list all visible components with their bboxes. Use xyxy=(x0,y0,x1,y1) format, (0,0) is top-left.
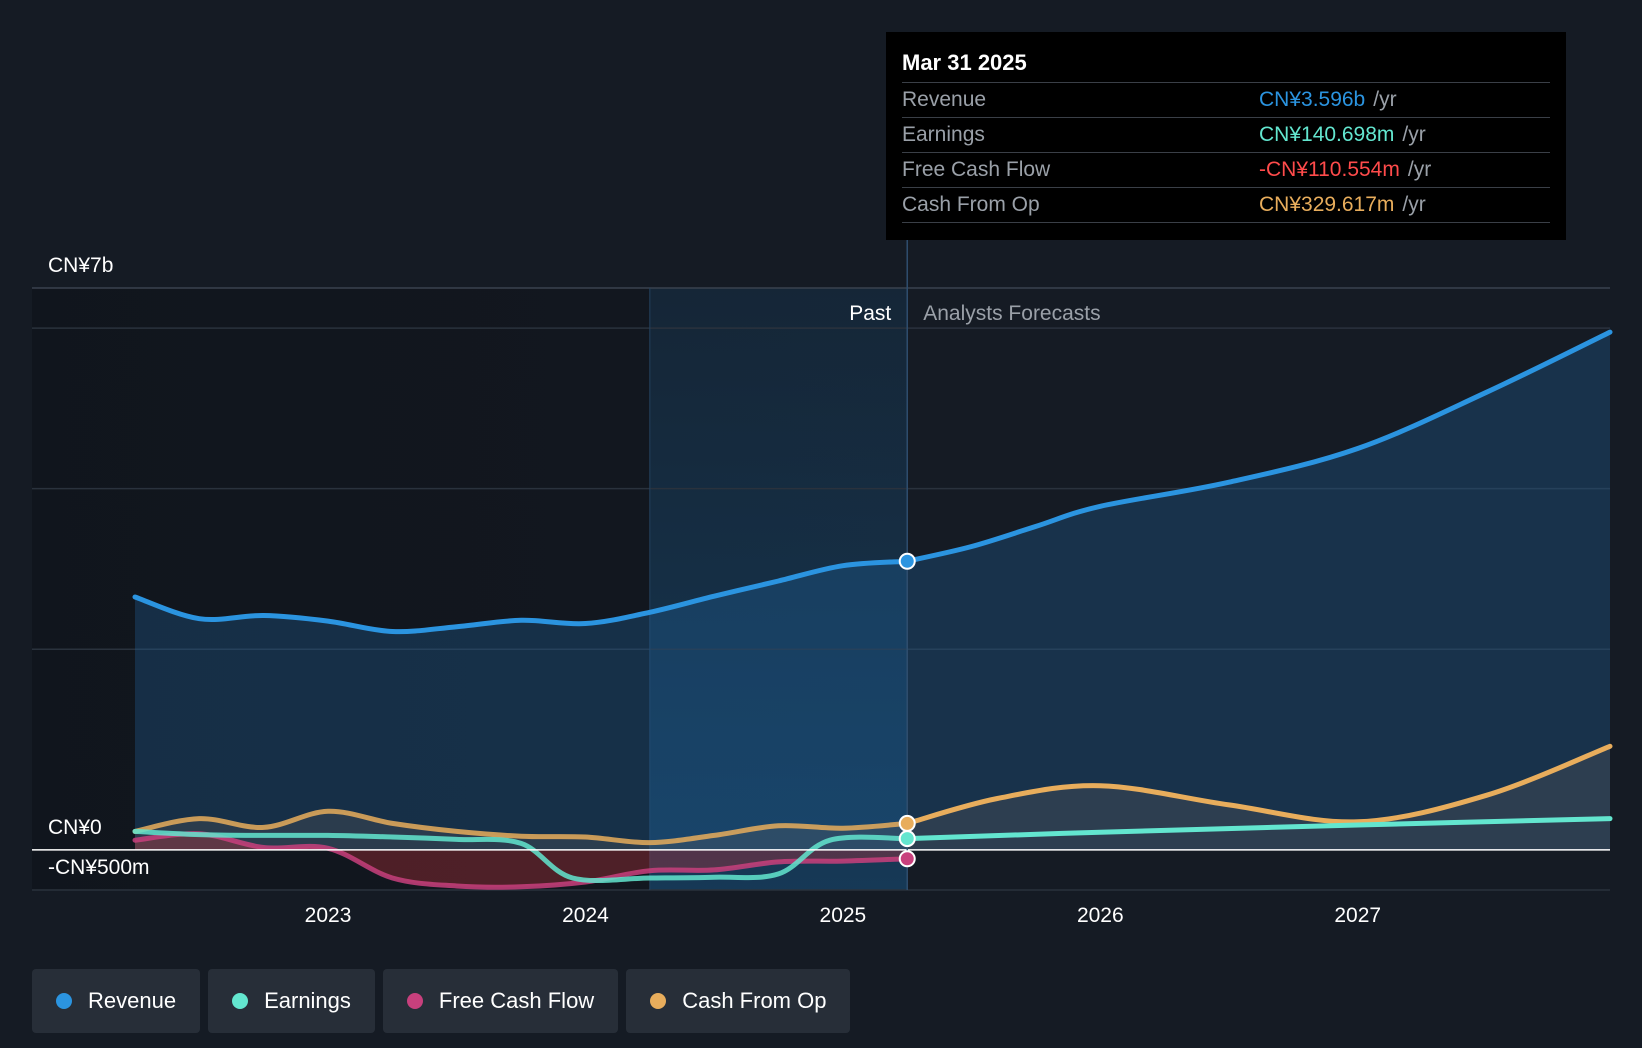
x-tick-label: 2023 xyxy=(305,904,352,927)
tooltip-unit: /yr xyxy=(1402,193,1426,216)
earnings-line-forecast xyxy=(904,816,1613,842)
revenue-marker xyxy=(898,552,916,570)
free-cash-flow-line-past xyxy=(132,831,910,890)
cash-from-op-dot-icon xyxy=(650,993,667,1009)
past-label: Past xyxy=(849,302,891,325)
cash-from-op-marker xyxy=(898,814,916,832)
tooltip-unit: /yr xyxy=(1373,88,1397,111)
earnings-marker xyxy=(898,830,916,848)
legend-label: Revenue xyxy=(88,988,177,1013)
tooltip-value-free-cash-flow: -CN¥110.554m xyxy=(1259,158,1400,181)
legend: Revenue Earnings Free Cash Flow Cash Fro… xyxy=(32,969,851,1033)
legend-label: Free Cash Flow xyxy=(438,988,595,1013)
legend-item-earnings[interactable]: Earnings xyxy=(208,969,375,1033)
revenue-area xyxy=(135,332,1610,850)
x-tick-label: 2024 xyxy=(562,904,609,927)
tooltip-row-free-cash-flow: Free Cash Flow -CN¥110.554m /yr xyxy=(902,152,1550,187)
cash-from-op-line-forecast xyxy=(904,743,1613,826)
y-label-top: CN¥7b xyxy=(48,254,113,277)
legend-label: Earnings xyxy=(264,988,351,1013)
tooltip-value-revenue: CN¥3.596b xyxy=(1259,88,1366,111)
tooltip-row-revenue: Revenue CN¥3.596b /yr xyxy=(902,82,1550,117)
tooltip-row-earnings: Earnings CN¥140.698m /yr xyxy=(902,117,1550,152)
tooltip-label: Cash From Op xyxy=(902,193,1040,216)
tooltip-unit: /yr xyxy=(1402,123,1426,146)
legend-item-revenue[interactable]: Revenue xyxy=(32,969,201,1033)
tooltip: Mar 31 2025 Revenue CN¥3.596b /yr Earnin… xyxy=(886,32,1566,240)
current-value-markers xyxy=(898,552,916,868)
series-areas xyxy=(135,332,1610,888)
legend-item-free-cash-flow[interactable]: Free Cash Flow xyxy=(382,969,619,1033)
earnings-dot-icon xyxy=(232,993,249,1009)
tooltip-label: Earnings xyxy=(902,123,985,146)
free-cash-flow-dot-icon xyxy=(406,993,423,1009)
axis-labels: CN¥7b CN¥0 -CN¥500m 2023 2024 2025 2026 2027 Pas… xyxy=(48,254,1381,927)
tooltip-row-cash-from-op: Cash From Op CN¥329.617m /yr xyxy=(902,187,1550,223)
x-tick-label: 2026 xyxy=(1077,904,1124,927)
recent-highlight-region xyxy=(649,288,908,890)
revenue-dot-icon xyxy=(56,993,72,1009)
tooltip-value-earnings: CN¥140.698m xyxy=(1259,123,1395,146)
legend-label: Cash From Op xyxy=(682,988,827,1013)
series-lines xyxy=(132,329,1613,890)
earnings-line-past xyxy=(132,828,910,884)
y-label-bottom: -CN¥500m xyxy=(48,856,150,879)
tooltip-unit: /yr xyxy=(1407,158,1432,181)
tooltip-value-cash-from-op: CN¥329.617m xyxy=(1259,193,1395,216)
free-cash-flow-area xyxy=(135,833,908,888)
tooltip-date: Mar 31 2025 xyxy=(902,50,1027,75)
y-label-zero: CN¥0 xyxy=(48,816,102,839)
x-tick-label: 2027 xyxy=(1334,904,1381,927)
cash-from-op-area xyxy=(135,746,1610,850)
cash-from-op-line-past xyxy=(132,808,910,846)
tooltip-label: Free Cash Flow xyxy=(902,158,1051,181)
legend-item-cash-from-op[interactable]: Cash From Op xyxy=(626,969,851,1033)
forecast-label: Analysts Forecasts xyxy=(923,302,1100,325)
revenue-line-forecast xyxy=(904,329,1613,564)
x-tick-label: 2025 xyxy=(820,904,867,927)
gridlines xyxy=(32,287,1610,891)
revenue-line-past xyxy=(132,558,910,635)
tooltip-label: Revenue xyxy=(902,88,987,111)
free-cash-flow-marker xyxy=(898,850,916,868)
